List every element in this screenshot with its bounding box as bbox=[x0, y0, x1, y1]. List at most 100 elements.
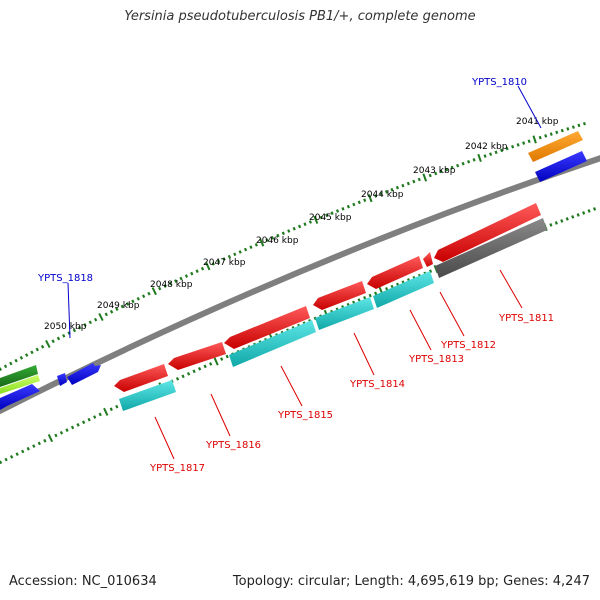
tick-mark bbox=[549, 223, 553, 227]
gene-arrow-ypts-1817[interactable] bbox=[114, 364, 168, 392]
tick-mark bbox=[325, 213, 329, 218]
gene-arrow-lower-cyan-4[interactable] bbox=[119, 380, 176, 411]
tick-mark bbox=[422, 173, 428, 182]
gene-label-ypts-1817[interactable]: YPTS_1817 bbox=[149, 463, 205, 474]
gene-arrow-ypts-1814[interactable] bbox=[313, 281, 366, 310]
gene-label-ypts-1814[interactable]: YPTS_1814 bbox=[349, 379, 405, 390]
callout-lines bbox=[67, 85, 542, 460]
gene-arrow-ypts-1812[interactable] bbox=[423, 252, 433, 267]
tick-mark bbox=[505, 146, 509, 151]
tick-mark bbox=[186, 371, 191, 376]
tick-mark bbox=[203, 364, 207, 369]
tick-mark bbox=[538, 135, 542, 140]
tick-mark bbox=[500, 148, 504, 153]
gene-arrow-ypts-1810[interactable] bbox=[528, 131, 583, 162]
tick-mark bbox=[217, 259, 221, 264]
gene-arrow-left-green[interactable] bbox=[0, 365, 38, 387]
tick-mark bbox=[115, 307, 119, 311]
gene-arrow-ypts-1815[interactable] bbox=[224, 306, 310, 349]
tick-mark bbox=[192, 369, 196, 374]
tick-mark bbox=[582, 121, 586, 126]
gene-arrow-lower-gray[interactable] bbox=[435, 218, 547, 278]
tick-mark bbox=[287, 229, 291, 233]
tick-mark bbox=[270, 236, 275, 240]
tick-mark bbox=[175, 376, 180, 381]
tick-mark bbox=[131, 299, 135, 304]
tick-mark bbox=[88, 320, 92, 325]
genome-backbone bbox=[0, 155, 600, 415]
gene-arrow-ypts-1811[interactable] bbox=[434, 203, 541, 262]
gene-arrow-ypts-1813[interactable] bbox=[367, 256, 423, 289]
tick-mark bbox=[4, 457, 8, 462]
tick-mark bbox=[483, 154, 487, 158]
tick-mark bbox=[0, 367, 2, 371]
gene-arrow-ypts-1818[interactable] bbox=[67, 363, 101, 385]
gene-label-ypts-1813[interactable]: YPTS_1813 bbox=[408, 354, 464, 365]
tick-mark bbox=[445, 167, 449, 172]
tick-mark bbox=[81, 420, 86, 425]
gene-label-ypts-1811[interactable]: YPTS_1811 bbox=[498, 313, 554, 324]
gene-arrow-lower-cyan-3[interactable] bbox=[229, 320, 316, 367]
tick-mark bbox=[227, 254, 232, 259]
tick-mark bbox=[238, 250, 242, 254]
ruler-label: 2050 kbp bbox=[44, 322, 87, 332]
accession-text: Accession: NC_010634 bbox=[9, 574, 157, 589]
gene-arrow-lower-cyan-1[interactable] bbox=[373, 271, 434, 308]
tick-mark bbox=[450, 165, 454, 170]
tick-mark bbox=[25, 353, 29, 357]
gene-arrow-small[interactable] bbox=[57, 373, 67, 386]
tick-mark bbox=[313, 215, 319, 224]
tick-mark bbox=[30, 350, 34, 355]
tick-mark bbox=[401, 183, 405, 188]
tick-mark bbox=[9, 361, 13, 366]
tick-mark bbox=[115, 404, 119, 409]
tick-mark bbox=[367, 194, 373, 203]
tick-mark bbox=[384, 190, 389, 194]
ruler-label: 2043 kbp bbox=[413, 166, 456, 176]
tick-mark bbox=[120, 304, 124, 309]
tick-mark bbox=[276, 233, 280, 238]
tick-mark bbox=[576, 213, 580, 217]
tick-mark bbox=[385, 287, 389, 291]
reverse-strand-features-lower bbox=[119, 218, 547, 411]
tick-mark bbox=[467, 159, 471, 164]
gene-arrow-left-lime[interactable] bbox=[0, 375, 40, 394]
tick-mark bbox=[83, 323, 87, 327]
gene-arrow-lower-cyan-2[interactable] bbox=[315, 297, 374, 330]
tick-mark bbox=[297, 224, 302, 229]
gene-label-ypts-1818[interactable]: YPTS_1818 bbox=[37, 273, 93, 284]
tick-mark bbox=[395, 185, 399, 190]
tick-mark bbox=[281, 231, 285, 236]
outer-tick-ring bbox=[0, 121, 586, 371]
tick-mark bbox=[243, 247, 248, 252]
tick-mark bbox=[184, 274, 189, 278]
tick-mark bbox=[43, 438, 47, 443]
gene-arrow-ypts-1816[interactable] bbox=[168, 342, 226, 370]
tick-mark bbox=[560, 128, 564, 133]
tick-mark bbox=[363, 296, 367, 300]
forward-strand-features bbox=[0, 131, 587, 410]
gene-arrow-left-blue[interactable] bbox=[0, 384, 40, 410]
tick-mark bbox=[477, 153, 482, 163]
tick-mark bbox=[195, 269, 199, 273]
tick-mark bbox=[249, 245, 253, 249]
tick-mark bbox=[54, 433, 58, 438]
gene-label-ypts-1812[interactable]: YPTS_1812 bbox=[440, 340, 496, 351]
tick-mark bbox=[456, 163, 460, 168]
ruler-label: 2044 kbp bbox=[361, 190, 404, 200]
tick-mark bbox=[554, 221, 558, 225]
tick-mark bbox=[147, 291, 151, 296]
ruler-label: 2047 kbp bbox=[203, 258, 246, 268]
tick-mark bbox=[93, 415, 97, 419]
gene-label-ypts-1816[interactable]: YPTS_1816 bbox=[205, 440, 261, 451]
tick-mark bbox=[158, 286, 162, 291]
tick-mark bbox=[26, 446, 30, 451]
gene-label-ypts-1815[interactable]: YPTS_1815 bbox=[277, 410, 333, 421]
tick-mark bbox=[87, 417, 91, 422]
tick-mark bbox=[104, 312, 108, 317]
tick-mark bbox=[406, 181, 410, 186]
tick-mark bbox=[213, 357, 219, 366]
gene-label-ypts-1810[interactable]: YPTS_1810 bbox=[471, 77, 527, 88]
tick-mark bbox=[330, 211, 334, 215]
gene-arrow-ypts-1810-blue[interactable] bbox=[535, 151, 587, 182]
